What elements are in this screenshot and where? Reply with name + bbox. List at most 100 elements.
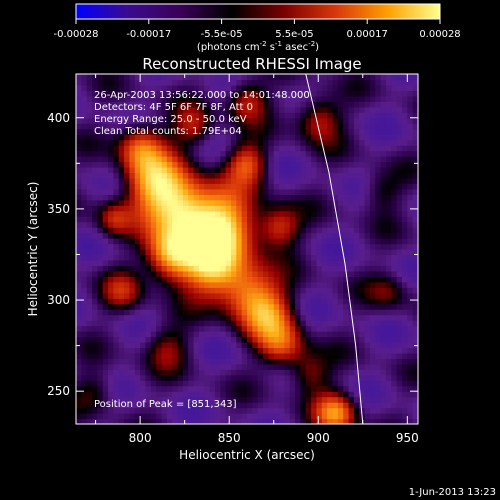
heatmap-cell: [76, 380, 82, 387]
heatmap-cell: [236, 380, 243, 387]
heatmap-cell: [193, 238, 200, 245]
heatmap-cell: [268, 259, 275, 267]
heatmap-cell: [140, 325, 147, 332]
heatmap-cell: [214, 101, 221, 108]
heatmap-cell: [268, 145, 275, 152]
heatmap-cell: [214, 221, 221, 228]
heatmap-cell: [263, 188, 269, 195]
heatmap-cell: [92, 325, 98, 332]
heatmap-cell: [348, 374, 355, 381]
heatmap-cell: [113, 380, 120, 387]
heatmap-cell: [81, 183, 88, 190]
heatmap-cell: [359, 254, 366, 261]
heatmap-cell: [327, 205, 334, 212]
heatmap-cell: [279, 292, 286, 299]
heatmap-cell: [289, 177, 296, 184]
heatmap-cell: [230, 177, 237, 184]
heatmap-cell: [241, 358, 248, 365]
heatmap-cell: [102, 183, 109, 190]
heatmap-cell: [134, 341, 141, 349]
heatmap-cell: [391, 139, 398, 146]
heatmap-cell: [407, 352, 414, 359]
heatmap-cell: [279, 270, 286, 277]
heatmap-cell: [81, 320, 88, 327]
heatmap-cell: [86, 281, 93, 288]
heatmap-cell: [300, 123, 307, 130]
heatmap-cell: [198, 106, 205, 113]
heatmap-cell: [156, 374, 163, 381]
heatmap-cell: [124, 243, 131, 250]
heatmap-cell: [257, 320, 264, 327]
heatmap-cell: [380, 259, 387, 267]
heatmap-cell: [369, 418, 376, 424]
heatmap-cell: [289, 123, 296, 130]
heatmap-cell: [247, 413, 253, 420]
heatmap-cell: [401, 90, 408, 97]
heatmap-cell: [311, 145, 318, 152]
heatmap-cell: [97, 249, 104, 256]
heatmap-cell: [375, 254, 382, 261]
heatmap-cell: [230, 123, 237, 130]
heatmap-cell: [225, 336, 232, 343]
heatmap-cell: [369, 238, 376, 245]
heatmap-cell: [76, 79, 82, 86]
heatmap-cell: [311, 101, 318, 108]
heatmap-cell: [268, 101, 275, 108]
heatmap-cell: [279, 90, 286, 97]
heatmap-cell: [230, 101, 237, 108]
heatmap-cell: [247, 249, 253, 256]
heatmap-cell: [145, 123, 152, 130]
heatmap-cell: [97, 314, 104, 321]
heatmap-cell: [161, 199, 168, 206]
heatmap-cell: [209, 101, 216, 108]
heatmap-cell: [316, 183, 323, 190]
heatmap-cell: [263, 320, 269, 327]
heatmap-cell: [113, 270, 120, 277]
heatmap-cell: [257, 95, 264, 102]
heatmap-cell: [113, 112, 120, 119]
heatmap-cell: [247, 166, 253, 174]
heatmap-cell: [220, 341, 227, 349]
heatmap-cell: [198, 418, 205, 424]
heatmap-cell: [305, 227, 312, 234]
heatmap-cell: [348, 249, 355, 256]
heatmap-cell: [369, 112, 376, 119]
heatmap-cell: [204, 249, 211, 256]
colorbar-tick-label: -5.5e-05: [201, 29, 243, 40]
heatmap-cell: [161, 150, 168, 157]
heatmap-cell: [97, 74, 104, 81]
heatmap-cell: [241, 341, 248, 349]
heatmap-cell: [300, 259, 307, 267]
heatmap-cell: [391, 407, 398, 414]
heatmap-cell: [161, 309, 168, 316]
heatmap-cell: [279, 265, 286, 272]
heatmap-cell: [412, 243, 418, 250]
heatmap-cell: [97, 265, 104, 272]
heatmap-cell: [161, 396, 168, 403]
heatmap-cell: [220, 363, 227, 370]
heatmap-cell: [161, 380, 168, 387]
heatmap-cell: [150, 341, 157, 349]
heatmap-cell: [140, 270, 147, 277]
heatmap-cell: [391, 249, 398, 256]
heatmap-cell: [188, 194, 195, 201]
heatmap-cell: [279, 112, 286, 119]
heatmap-cell: [332, 254, 339, 261]
heatmap-cell: [375, 221, 382, 228]
heatmap-cell: [332, 172, 339, 179]
heatmap-cell: [150, 259, 157, 267]
heatmap-cell: [118, 254, 125, 261]
heatmap-cell: [343, 385, 350, 392]
heatmap-cell: [92, 134, 98, 141]
heatmap-cell: [375, 407, 382, 414]
heatmap-cell: [353, 385, 360, 392]
heatmap-cell: [343, 347, 350, 354]
heatmap-cell: [257, 270, 264, 277]
heatmap-cell: [289, 413, 296, 420]
heatmap-cell: [188, 325, 195, 332]
heatmap-cell: [268, 314, 275, 321]
heatmap-cell: [332, 123, 339, 130]
heatmap-cell: [284, 90, 291, 97]
heatmap-cell: [273, 172, 280, 179]
heatmap-cell: [295, 325, 302, 332]
